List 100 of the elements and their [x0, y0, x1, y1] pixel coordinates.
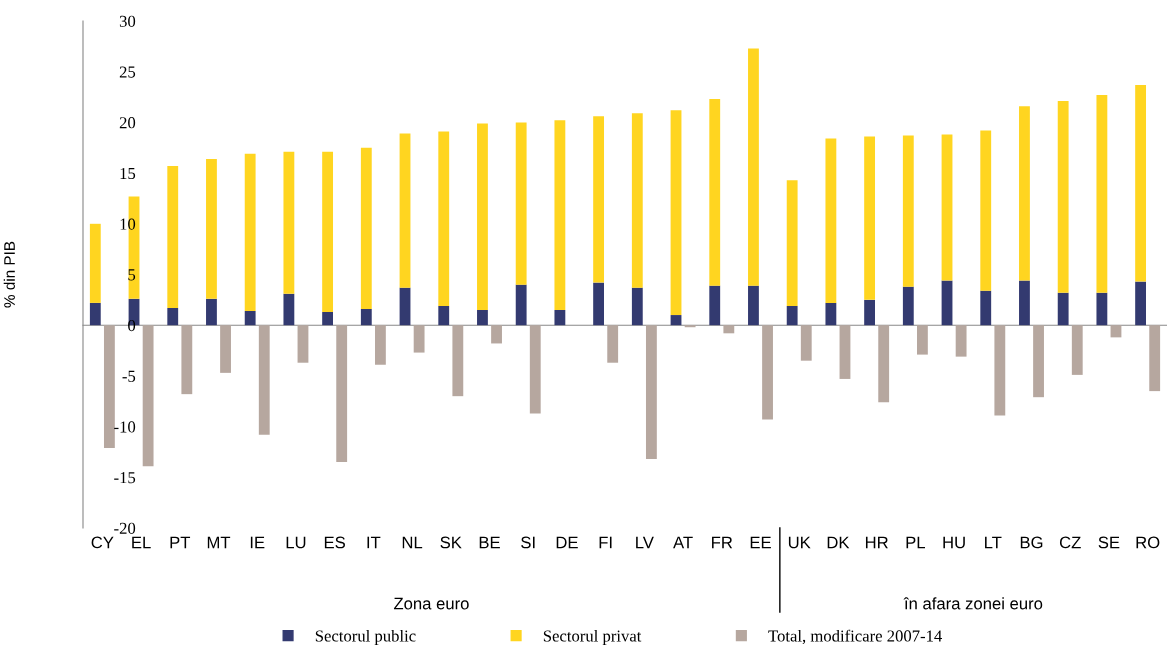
x-tick-label: EE	[750, 536, 771, 549]
x-tick-label: RO	[1136, 536, 1160, 549]
bar	[142, 325, 154, 467]
bar	[878, 325, 890, 403]
bar	[181, 325, 193, 395]
x-tick-label: SE	[1098, 536, 1120, 549]
x-tick-label: BE	[479, 536, 500, 549]
x-tick-label: PT	[170, 536, 191, 549]
bar	[1019, 106, 1030, 281]
bar	[438, 305, 450, 326]
bar	[631, 287, 643, 326]
bar	[684, 325, 696, 328]
bar	[1135, 84, 1147, 282]
x-tick-label: SK	[440, 536, 462, 549]
bar	[374, 325, 386, 365]
bar	[864, 136, 876, 300]
x-tick-label: NL	[402, 536, 423, 549]
bar	[554, 309, 566, 326]
bar	[607, 325, 619, 363]
bar	[709, 285, 721, 326]
bar	[515, 122, 527, 285]
bar	[916, 325, 928, 355]
bar	[980, 290, 992, 326]
x-tick-label: IE	[250, 536, 265, 549]
bar	[206, 298, 217, 326]
x-tick-label: LT	[985, 536, 1002, 549]
bar	[941, 134, 953, 281]
bar	[283, 293, 295, 326]
x-tick-label: EL	[132, 536, 151, 549]
bar	[336, 325, 348, 463]
bar	[980, 130, 992, 291]
bar	[800, 325, 812, 361]
bar	[322, 151, 334, 313]
bar	[864, 299, 876, 326]
bar	[491, 325, 502, 344]
y-tick-label: 15	[120, 167, 136, 180]
x-tick-label: SI	[521, 536, 535, 549]
bar	[762, 325, 773, 420]
y-tick-label: -20	[114, 522, 136, 534]
bar	[515, 284, 527, 326]
x-tick-label: LU	[286, 536, 306, 549]
bar	[244, 311, 256, 326]
text: Zona euro	[393, 597, 469, 610]
bar	[477, 309, 488, 326]
bar	[438, 131, 450, 306]
bar	[413, 325, 425, 353]
x-tick-label: AT	[673, 536, 693, 549]
x-tick-label: HU	[943, 536, 965, 549]
bar	[554, 120, 566, 310]
x-tick-label: FR	[712, 536, 733, 549]
x-tick-label: ES	[324, 536, 345, 549]
bar	[206, 158, 217, 299]
x-tick-label: DE	[556, 536, 578, 549]
bar	[1149, 325, 1161, 392]
bar	[103, 325, 115, 448]
bar	[452, 325, 464, 397]
bar	[258, 325, 270, 435]
bar	[283, 151, 295, 294]
bar	[244, 153, 256, 311]
bar	[593, 282, 605, 326]
bar	[1096, 95, 1108, 293]
bar	[89, 302, 101, 326]
bar	[839, 325, 851, 379]
bar	[902, 286, 914, 326]
legend-label: Sectorul public	[315, 629, 416, 645]
bar	[220, 325, 231, 373]
bar	[670, 110, 682, 316]
bar	[994, 325, 1006, 416]
bar	[1110, 325, 1122, 338]
bar	[941, 280, 953, 326]
bar	[748, 285, 759, 326]
bar	[89, 223, 101, 303]
x-tick-label: MT	[207, 536, 231, 549]
y-tick-label: 30	[119, 15, 136, 27]
y-tick-label: -10	[114, 421, 136, 433]
bar	[902, 135, 914, 287]
y-tick-label: 25	[119, 66, 136, 78]
bar	[825, 302, 837, 326]
bar	[1033, 325, 1044, 398]
bar	[167, 166, 179, 308]
bar	[477, 123, 488, 310]
bar	[1135, 281, 1147, 326]
y-tick-label: 20	[119, 117, 136, 129]
bar	[955, 325, 967, 357]
bar	[748, 48, 759, 286]
legend-label: Sectorul privat	[543, 629, 642, 645]
y-tick-label: -15	[114, 472, 136, 484]
bar	[529, 325, 541, 414]
x-tick-label: IT	[367, 536, 381, 549]
bar	[1096, 292, 1108, 326]
x-tick-label: PL	[906, 536, 925, 549]
bar	[297, 325, 309, 363]
bar	[670, 315, 682, 326]
y-axis-title: % din PIB	[3, 241, 15, 308]
bar	[1057, 101, 1069, 293]
x-tick-label: FI	[599, 536, 612, 549]
x-tick-label: CZ	[1059, 536, 1081, 549]
bar	[723, 325, 735, 334]
y-tick-label: 5	[128, 269, 136, 281]
x-tick-label: HR	[865, 536, 888, 549]
